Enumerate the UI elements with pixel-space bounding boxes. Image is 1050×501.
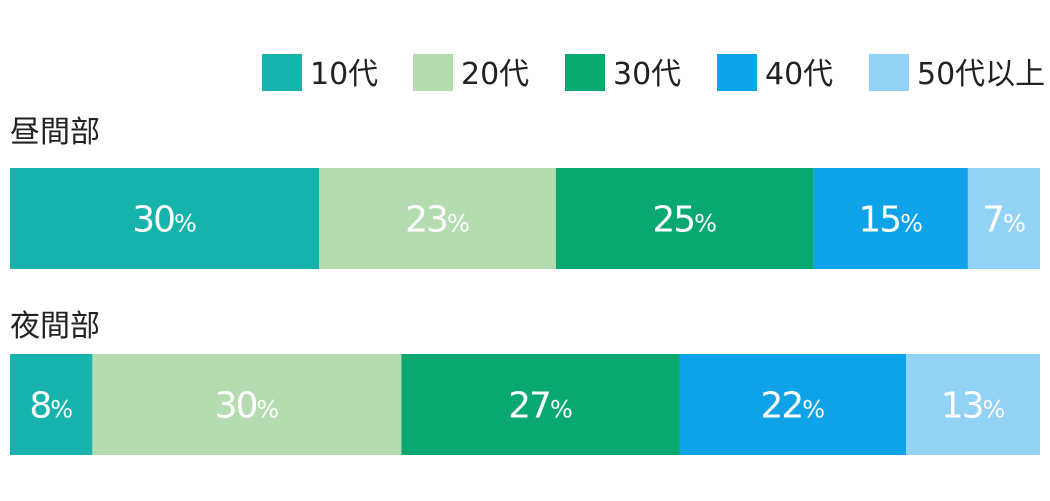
data-label: 15% <box>858 200 923 241</box>
legend: 10代 20代 30代 40代 50代以上 <box>262 54 1045 92</box>
bar-segment <box>813 168 968 269</box>
data-label: 27% <box>508 386 573 427</box>
category-label: 夜間部 <box>10 309 100 344</box>
data-label: 13% <box>941 386 1006 427</box>
legend-label: 10代 <box>310 57 378 92</box>
legend-item: 20代 <box>413 54 529 92</box>
bar-segment <box>401 354 680 455</box>
legend-swatch <box>717 54 757 91</box>
legend-item: 50代以上 <box>869 54 1045 92</box>
data-label: 22% <box>760 386 825 427</box>
legend-label: 30代 <box>613 57 681 92</box>
bar-segment <box>679 354 907 455</box>
legend-item: 10代 <box>262 54 378 92</box>
bar-segment <box>555 168 814 269</box>
legend-item: 30代 <box>565 54 681 92</box>
bar-group: 夜間部 8% 30% 27% 22% 13% <box>10 309 1040 455</box>
bar-group: 昼間部 30% 23% 25% 15% 7% <box>10 115 1040 269</box>
legend-swatch <box>565 54 605 91</box>
legend-label: 20代 <box>461 57 529 92</box>
category-label: 昼間部 <box>10 115 100 150</box>
bar-segment <box>967 168 1040 269</box>
data-label: 30% <box>132 200 197 241</box>
legend-item: 40代 <box>717 54 833 92</box>
data-label: 30% <box>215 386 280 427</box>
bar-segment <box>10 354 93 455</box>
bar-segment <box>10 168 319 269</box>
legend-label: 50代以上 <box>917 57 1045 92</box>
legend-label: 40代 <box>765 57 833 92</box>
data-label: 23% <box>405 200 470 241</box>
data-label: 8% <box>29 386 73 427</box>
legend-swatch <box>262 54 302 91</box>
data-label: 25% <box>652 200 717 241</box>
bar-groups: 昼間部 30% 23% 25% 15% 7% 夜間部 8% 30% 27% 22% 13% <box>10 115 1040 455</box>
legend-swatch <box>869 54 909 91</box>
bar-segment <box>319 168 556 269</box>
bar-segment <box>92 354 402 455</box>
data-label: 7% <box>982 200 1026 241</box>
legend-swatch <box>413 54 453 91</box>
bar-segment <box>906 354 1040 455</box>
